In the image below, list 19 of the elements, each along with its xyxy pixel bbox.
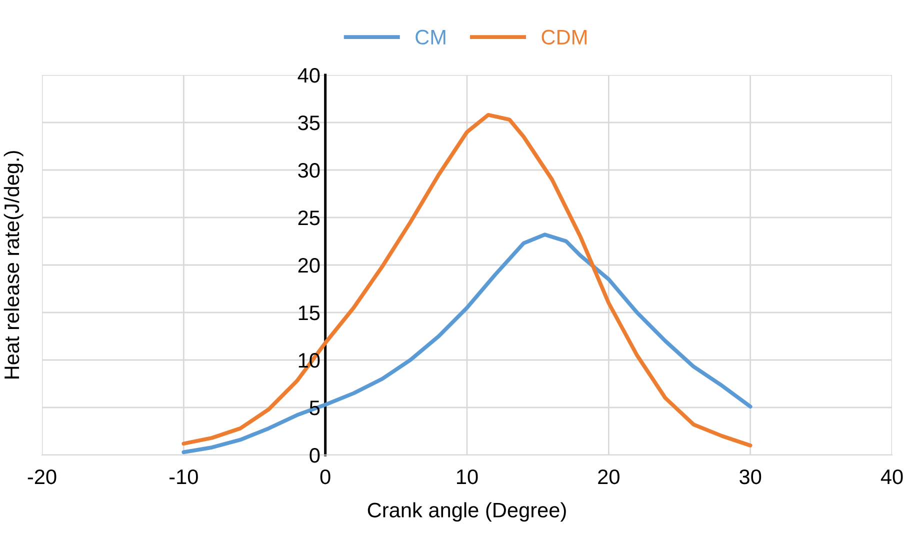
x-tick-label: 0 [320,469,330,484]
y-tick-label: 25 [298,210,320,226]
x-tick-label: -10 [170,469,198,484]
y-tick-label: 35 [298,116,320,130]
y-tick-label: 30 [298,163,320,178]
y-axis-title: Heat release rate(J/deg.) [4,151,24,378]
legend-label: CM [416,30,446,45]
x-tick-label: 40 [880,469,903,484]
x-axis-title: Crank angle (Degree) [368,502,566,522]
y-tick-label: 0 [310,448,320,463]
x-tick-label: -20 [28,469,56,484]
line-series [182,112,752,448]
legend-label: CDM [542,30,586,45]
x-tick-label: 10 [457,469,478,484]
y-tick-label: 40 [298,68,320,83]
x-tick-label: 20 [598,469,620,484]
y-tick-label: 20 [298,258,320,273]
x-tick-label: 30 [740,469,762,484]
y-tick-label: 15 [298,306,320,320]
